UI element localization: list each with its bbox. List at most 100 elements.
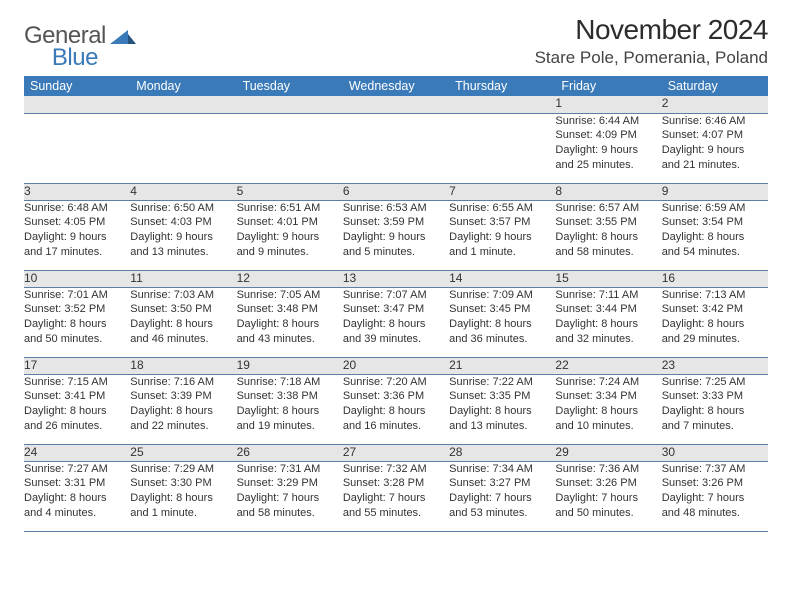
day-header: Tuesday: [237, 76, 343, 96]
sunset-text: Sunset: 3:38 PM: [237, 389, 343, 404]
sunset-text: Sunset: 3:42 PM: [662, 302, 768, 317]
sunrise-text: Sunrise: 7:15 AM: [24, 375, 130, 390]
daylight1-text: Daylight: 9 hours: [449, 230, 555, 245]
sunrise-text: Sunrise: 7:22 AM: [449, 375, 555, 390]
day-detail-cell: [130, 113, 236, 183]
daylight1-text: Daylight: 7 hours: [555, 491, 661, 506]
daylight1-text: Daylight: 7 hours: [449, 491, 555, 506]
daylight1-text: Daylight: 9 hours: [130, 230, 236, 245]
sunrise-text: Sunrise: 7:25 AM: [662, 375, 768, 390]
daylight2-text: and 26 minutes.: [24, 419, 130, 434]
day-detail-cell: Sunrise: 7:11 AMSunset: 3:44 PMDaylight:…: [555, 287, 661, 357]
location-text: Stare Pole, Pomerania, Poland: [535, 48, 768, 68]
day-detail-cell: [237, 113, 343, 183]
sunset-text: Sunset: 4:07 PM: [662, 128, 768, 143]
day-number-cell: 5: [237, 183, 343, 200]
daylight1-text: Daylight: 8 hours: [662, 404, 768, 419]
day-detail-cell: Sunrise: 7:01 AMSunset: 3:52 PMDaylight:…: [24, 287, 130, 357]
sunset-text: Sunset: 4:09 PM: [555, 128, 661, 143]
sunset-text: Sunset: 3:45 PM: [449, 302, 555, 317]
sunset-text: Sunset: 3:48 PM: [237, 302, 343, 317]
day-detail-cell: Sunrise: 7:31 AMSunset: 3:29 PMDaylight:…: [237, 461, 343, 531]
sunset-text: Sunset: 3:33 PM: [662, 389, 768, 404]
daylight2-text: and 10 minutes.: [555, 419, 661, 434]
daylight1-text: Daylight: 9 hours: [24, 230, 130, 245]
day-header: Sunday: [24, 76, 130, 96]
logo: General Blue: [24, 14, 184, 51]
daylight2-text: and 25 minutes.: [555, 158, 661, 173]
sunset-text: Sunset: 3:41 PM: [24, 389, 130, 404]
day-number-cell: 24: [24, 444, 130, 461]
day-number-cell: 30: [662, 444, 768, 461]
day-number-cell: [449, 96, 555, 113]
daylight1-text: Daylight: 8 hours: [130, 491, 236, 506]
day-number-cell: [24, 96, 130, 113]
daylight2-text: and 9 minutes.: [237, 245, 343, 260]
daylight2-text: and 13 minutes.: [130, 245, 236, 260]
day-detail-cell: Sunrise: 6:46 AMSunset: 4:07 PMDaylight:…: [662, 113, 768, 183]
daylight1-text: Daylight: 8 hours: [555, 404, 661, 419]
day-number-cell: 4: [130, 183, 236, 200]
sunset-text: Sunset: 3:27 PM: [449, 476, 555, 491]
day-detail-cell: Sunrise: 6:50 AMSunset: 4:03 PMDaylight:…: [130, 200, 236, 270]
page-title: November 2024: [535, 14, 768, 46]
daylight1-text: Daylight: 8 hours: [24, 404, 130, 419]
daylight2-text: and 54 minutes.: [662, 245, 768, 260]
sunset-text: Sunset: 3:52 PM: [24, 302, 130, 317]
daylight1-text: Daylight: 8 hours: [237, 404, 343, 419]
daylight1-text: Daylight: 9 hours: [343, 230, 449, 245]
sunset-text: Sunset: 3:35 PM: [449, 389, 555, 404]
daylight1-text: Daylight: 7 hours: [343, 491, 449, 506]
sunrise-text: Sunrise: 6:44 AM: [555, 114, 661, 129]
daylight1-text: Daylight: 8 hours: [555, 317, 661, 332]
day-detail-cell: Sunrise: 7:34 AMSunset: 3:27 PMDaylight:…: [449, 461, 555, 531]
daylight2-text: and 50 minutes.: [555, 506, 661, 521]
sunrise-text: Sunrise: 6:50 AM: [130, 201, 236, 216]
day-detail-cell: Sunrise: 7:25 AMSunset: 3:33 PMDaylight:…: [662, 374, 768, 444]
day-number-cell: 18: [130, 357, 236, 374]
day-detail-cell: Sunrise: 6:51 AMSunset: 4:01 PMDaylight:…: [237, 200, 343, 270]
day-number-cell: 20: [343, 357, 449, 374]
daylight2-text: and 46 minutes.: [130, 332, 236, 347]
day-number-cell: 27: [343, 444, 449, 461]
day-number-cell: [237, 96, 343, 113]
daylight1-text: Daylight: 9 hours: [662, 143, 768, 158]
sunrise-text: Sunrise: 7:31 AM: [237, 462, 343, 477]
day-detail-row: Sunrise: 7:01 AMSunset: 3:52 PMDaylight:…: [24, 287, 768, 357]
sunrise-text: Sunrise: 7:18 AM: [237, 375, 343, 390]
daylight2-text: and 22 minutes.: [130, 419, 236, 434]
daylight1-text: Daylight: 8 hours: [662, 317, 768, 332]
calendar-table: SundayMondayTuesdayWednesdayThursdayFrid…: [24, 76, 768, 532]
day-detail-cell: [449, 113, 555, 183]
header: General Blue November 2024 Stare Pole, P…: [24, 14, 768, 68]
day-detail-cell: Sunrise: 7:20 AMSunset: 3:36 PMDaylight:…: [343, 374, 449, 444]
daylight1-text: Daylight: 8 hours: [130, 317, 236, 332]
day-detail-cell: Sunrise: 7:37 AMSunset: 3:26 PMDaylight:…: [662, 461, 768, 531]
day-detail-cell: Sunrise: 6:44 AMSunset: 4:09 PMDaylight:…: [555, 113, 661, 183]
day-detail-cell: Sunrise: 7:09 AMSunset: 3:45 PMDaylight:…: [449, 287, 555, 357]
daylight1-text: Daylight: 8 hours: [343, 404, 449, 419]
sunrise-text: Sunrise: 7:05 AM: [237, 288, 343, 303]
day-detail-cell: [343, 113, 449, 183]
sunset-text: Sunset: 3:34 PM: [555, 389, 661, 404]
sunrise-text: Sunrise: 7:09 AM: [449, 288, 555, 303]
sunset-text: Sunset: 3:30 PM: [130, 476, 236, 491]
sunset-text: Sunset: 3:28 PM: [343, 476, 449, 491]
day-number-cell: 11: [130, 270, 236, 287]
daylight2-text: and 32 minutes.: [555, 332, 661, 347]
day-number-cell: 12: [237, 270, 343, 287]
day-detail-cell: Sunrise: 7:05 AMSunset: 3:48 PMDaylight:…: [237, 287, 343, 357]
day-detail-cell: Sunrise: 7:24 AMSunset: 3:34 PMDaylight:…: [555, 374, 661, 444]
title-block: November 2024 Stare Pole, Pomerania, Pol…: [535, 14, 768, 68]
sunset-text: Sunset: 3:36 PM: [343, 389, 449, 404]
day-header: Wednesday: [343, 76, 449, 96]
day-detail-cell: Sunrise: 7:29 AMSunset: 3:30 PMDaylight:…: [130, 461, 236, 531]
day-number-row: 24252627282930: [24, 444, 768, 461]
day-number-cell: 10: [24, 270, 130, 287]
sunset-text: Sunset: 3:26 PM: [662, 476, 768, 491]
day-detail-cell: Sunrise: 7:18 AMSunset: 3:38 PMDaylight:…: [237, 374, 343, 444]
day-detail-cell: Sunrise: 7:15 AMSunset: 3:41 PMDaylight:…: [24, 374, 130, 444]
day-header: Thursday: [449, 76, 555, 96]
daylight2-text: and 53 minutes.: [449, 506, 555, 521]
day-number-cell: 21: [449, 357, 555, 374]
